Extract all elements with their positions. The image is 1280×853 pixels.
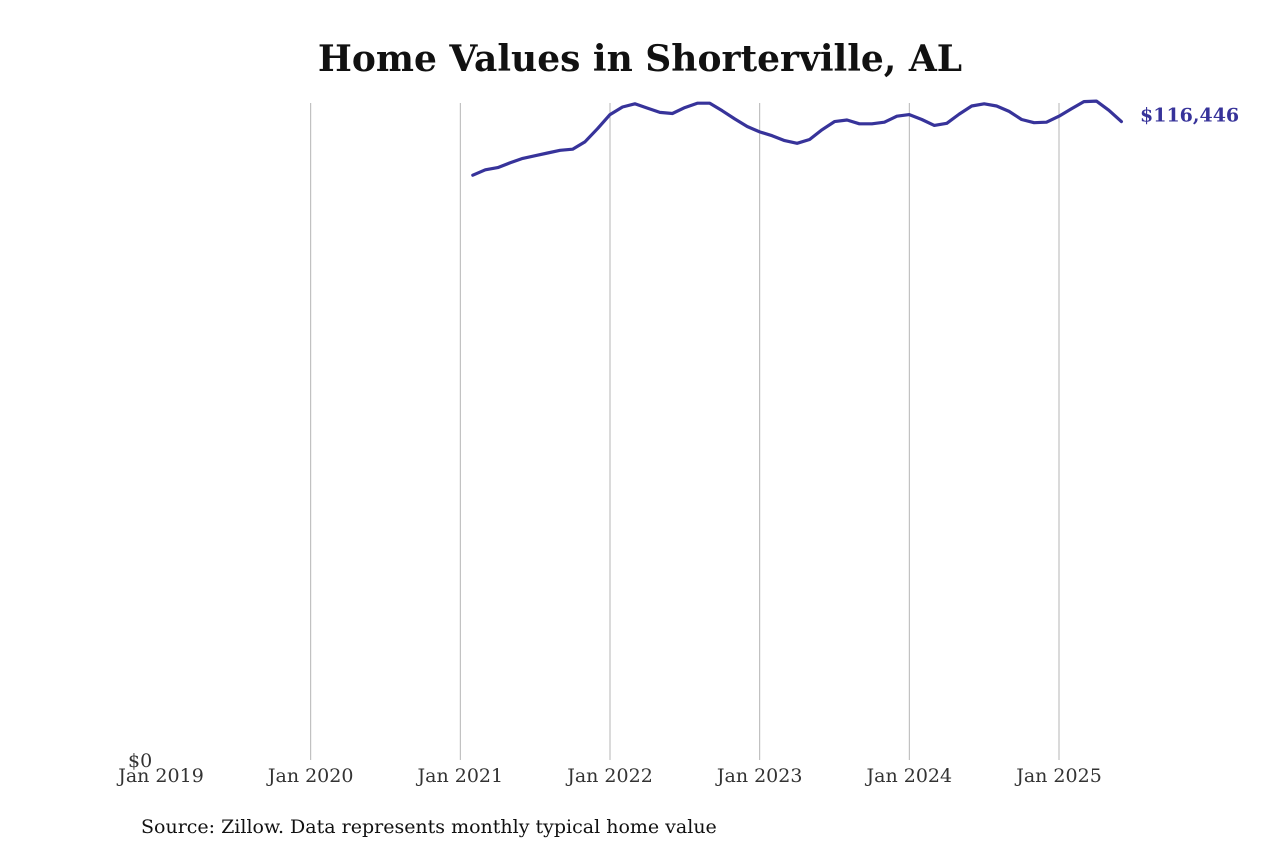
x-axis-ticks: Jan 2019 Jan 2020 Jan 2021 Jan 2022 Jan 2023… — [116, 765, 1102, 787]
y-tick-label: $0 — [128, 750, 152, 772]
x-tick-label: Jan 2019 — [116, 765, 204, 787]
data-labels: $116,446 — [1140, 105, 1239, 127]
x-tick-label: Jan 2025 — [1014, 765, 1102, 787]
series-line-0 — [471, 99, 1124, 177]
x-tick-label: Jan 2022 — [565, 765, 653, 787]
x-tick-label: Jan 2023 — [715, 765, 803, 787]
x-tick-label: Jan 2020 — [266, 765, 354, 787]
source-note: Source: Zillow. Data represents monthly … — [141, 816, 717, 838]
x-tick-label: Jan 2024 — [865, 765, 953, 787]
x-tick-label: Jan 2021 — [416, 765, 504, 787]
gridlines — [310, 103, 1060, 760]
y-axis-ticks: $0 — [128, 750, 152, 772]
series-lines — [471, 99, 1124, 177]
end-value-label: $116,446 — [1140, 105, 1239, 127]
chart-title: Home Values in Shorterville, AL — [317, 38, 963, 80]
